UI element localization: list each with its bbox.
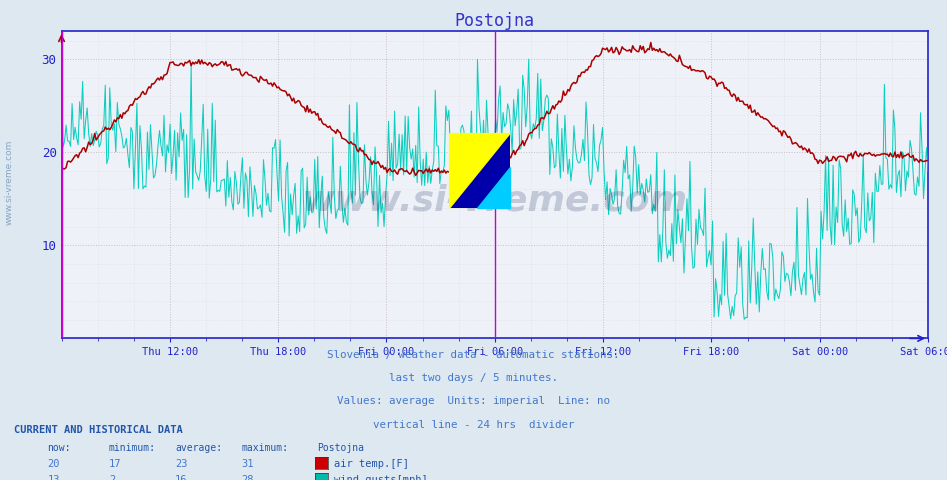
Text: now:: now: — [47, 443, 71, 453]
Text: www.si-vreme.com: www.si-vreme.com — [302, 183, 688, 217]
Text: air temp.[F]: air temp.[F] — [334, 458, 409, 468]
Polygon shape — [450, 133, 509, 208]
Text: 20: 20 — [47, 458, 60, 468]
Text: www.si-vreme.com: www.si-vreme.com — [5, 140, 14, 225]
Text: Slovenia / weather data - automatic stations.: Slovenia / weather data - automatic stat… — [328, 350, 619, 360]
Text: 2: 2 — [109, 475, 116, 480]
Text: 28: 28 — [241, 475, 254, 480]
FancyBboxPatch shape — [450, 133, 509, 208]
Title: Postojna: Postojna — [455, 12, 535, 30]
Text: 23: 23 — [175, 458, 188, 468]
Text: vertical line - 24 hrs  divider: vertical line - 24 hrs divider — [373, 420, 574, 430]
Text: maximum:: maximum: — [241, 443, 289, 453]
Text: CURRENT AND HISTORICAL DATA: CURRENT AND HISTORICAL DATA — [14, 425, 183, 435]
Polygon shape — [476, 167, 509, 208]
Text: average:: average: — [175, 443, 223, 453]
Text: Values: average  Units: imperial  Line: no: Values: average Units: imperial Line: no — [337, 396, 610, 407]
Text: 16: 16 — [175, 475, 188, 480]
Text: 31: 31 — [241, 458, 254, 468]
Text: minimum:: minimum: — [109, 443, 156, 453]
Text: Postojna: Postojna — [317, 443, 365, 453]
Text: 13: 13 — [47, 475, 60, 480]
Text: last two days / 5 minutes.: last two days / 5 minutes. — [389, 373, 558, 384]
Text: 17: 17 — [109, 458, 121, 468]
Text: wind gusts[mph]: wind gusts[mph] — [334, 475, 428, 480]
